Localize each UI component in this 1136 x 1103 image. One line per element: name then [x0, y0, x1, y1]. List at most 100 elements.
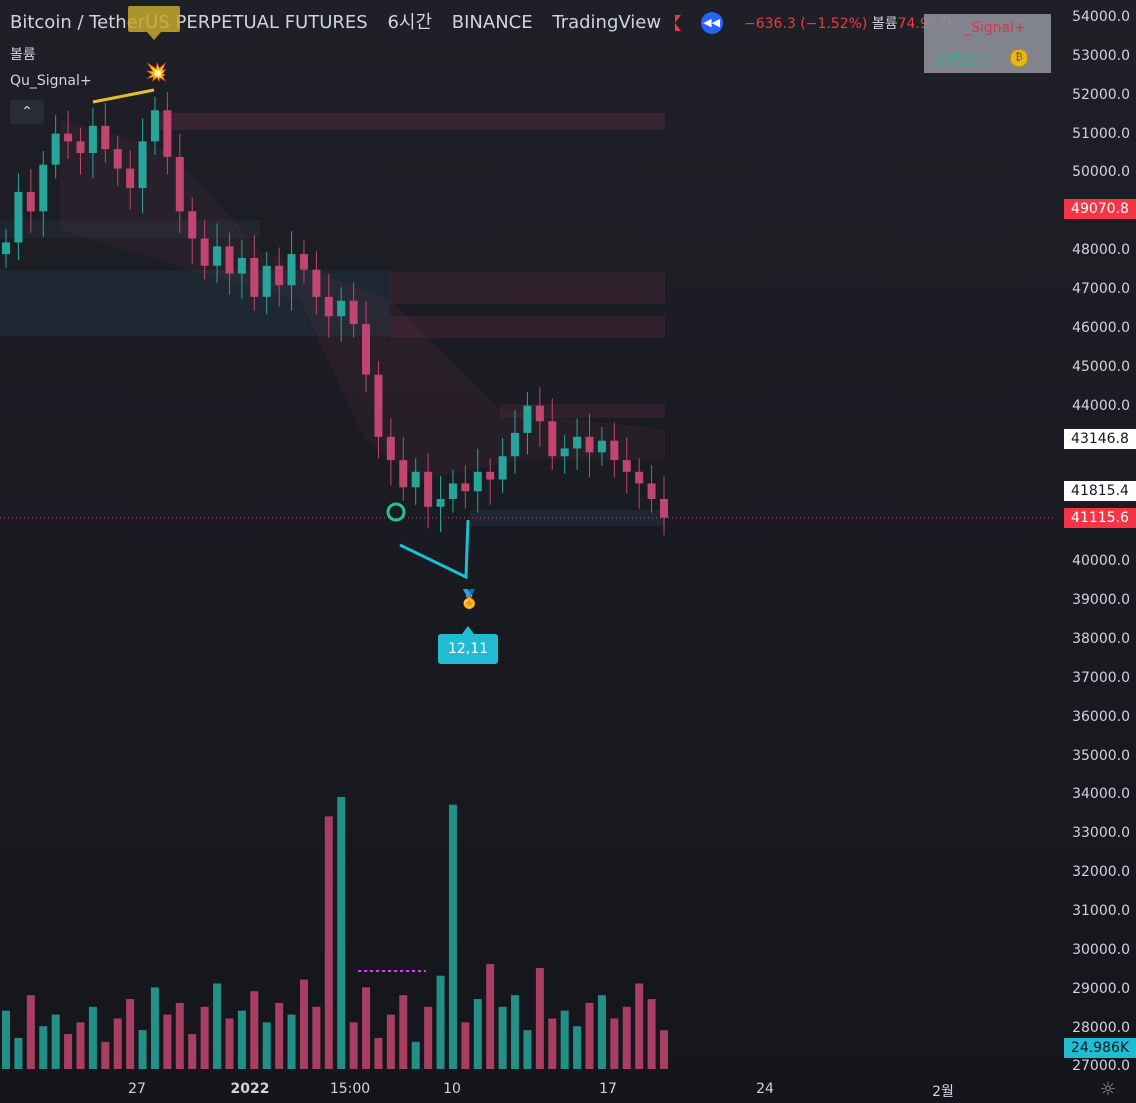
volume-bar [511, 995, 520, 1069]
interval-label[interactable]: 6시간 [387, 12, 433, 33]
circle-marker [386, 502, 406, 522]
price-axis-label: 50000.0 [1072, 164, 1130, 181]
volume-bar [312, 1006, 321, 1069]
settings-gear-icon[interactable]: ☼ [1099, 1079, 1116, 1100]
price-axis-label: 40000.0 [1072, 553, 1130, 570]
volume-bar [386, 1014, 395, 1069]
candle-body [349, 300, 358, 325]
candle-body [175, 156, 184, 212]
top-signal-tag [128, 6, 180, 40]
candle-body [523, 405, 532, 433]
price-axis-label: 27000.0 [1072, 1058, 1130, 1075]
candle-body [635, 471, 644, 484]
candle-body [262, 265, 271, 297]
candle-body [299, 254, 308, 270]
time-axis-label: 17 [599, 1081, 617, 1097]
candle-body [448, 483, 457, 499]
candle-body [26, 191, 35, 212]
signal-panel: _Signal+ 코인모드 ₿ [924, 14, 1051, 73]
volume-bar [225, 1018, 234, 1069]
volume-bar [138, 1030, 147, 1069]
price-axis-label: 32000.0 [1072, 864, 1130, 881]
volume-bar [88, 1006, 97, 1069]
source-label: TradingView [552, 12, 662, 33]
candle-body [88, 125, 97, 154]
volume-bar [660, 1030, 668, 1069]
exchange-label: BINANCE [451, 12, 533, 33]
supply-zone [390, 272, 665, 304]
price-axis-label: 38000.0 [1072, 630, 1130, 647]
symbol-title[interactable]: Bitcoin / TetherUS PERPETUAL FUTURES [10, 12, 368, 33]
volume-bar [126, 999, 135, 1069]
candle-body [225, 246, 234, 274]
volume-bar [250, 991, 259, 1069]
flag-icon[interactable] [674, 15, 681, 31]
candle-body [610, 440, 619, 461]
candle-body [548, 421, 557, 457]
volume-bar [14, 1037, 23, 1069]
candle-body [461, 483, 470, 492]
price-tag: 41815.4 [1064, 480, 1136, 501]
volume-bar [113, 1018, 122, 1069]
price-chart-canvas[interactable]: 💥🏅 [0, 0, 1056, 1080]
price-axis-label: 45000.0 [1072, 358, 1130, 375]
volume-bar [150, 987, 159, 1069]
volume-bar [610, 1018, 619, 1069]
volume-bar [535, 967, 544, 1069]
volume-bar [573, 1026, 582, 1069]
volume-bar [163, 1014, 172, 1069]
volume-bar [498, 1006, 507, 1069]
volume-bar [262, 1022, 271, 1069]
volume-bar [39, 1026, 48, 1069]
candle-body [275, 265, 284, 286]
price-axis-label: 36000.0 [1072, 708, 1130, 725]
price-axis[interactable]: 54000.0 53000.0 52000.0 51000.0 50000.0 49070… [1056, 0, 1136, 1103]
volume-bar [237, 1010, 246, 1069]
indicator-title[interactable]: Qu_Signal+ [10, 73, 92, 89]
candle-body [362, 324, 371, 375]
volume-bar [424, 1006, 433, 1069]
volume-pane-title[interactable]: 볼륨 [10, 47, 36, 63]
price-tag: 49070.8 [1064, 198, 1136, 219]
ribbon-cloud [60, 120, 665, 480]
candle-body [101, 125, 110, 150]
time-axis-label: 27 [128, 1081, 146, 1097]
volume-bar [200, 1006, 209, 1069]
volume-bar [188, 1034, 197, 1069]
volume-bar [337, 796, 346, 1069]
volume-bar [374, 1037, 383, 1069]
time-axis-label: 2022 [230, 1081, 270, 1097]
candle-body [399, 460, 408, 488]
price-axis-label: 33000.0 [1072, 825, 1130, 842]
rewind-icon[interactable]: ◀◀ [700, 12, 723, 34]
candle-body [498, 456, 507, 480]
supply-zone [160, 113, 665, 130]
price-axis-label: 34000.0 [1072, 786, 1130, 803]
candle-body [585, 436, 594, 453]
volume-bar [64, 1034, 73, 1069]
volume-bar [448, 804, 457, 1069]
candle-body [386, 436, 395, 461]
candle-body [647, 483, 656, 499]
coin-mode-label: 코인모드 [932, 50, 991, 69]
price-axis-label: 31000.0 [1072, 903, 1130, 919]
price-axis-label: 54000.0 [1072, 9, 1130, 25]
candle-body [113, 149, 122, 169]
price-axis-label: 39000.0 [1072, 592, 1130, 609]
candle-body [374, 374, 383, 437]
price-axis-label: 53000.0 [1072, 47, 1130, 64]
price-tag: 41115.6 [1064, 507, 1136, 528]
price-axis-label: 51000.0 [1072, 125, 1130, 142]
candle-body [64, 133, 73, 142]
candle-body [597, 440, 606, 453]
price-axis-label: 28000.0 [1072, 1019, 1130, 1036]
candle-body [337, 300, 346, 317]
time-axis-label: 15:00 [329, 1081, 371, 1097]
volume-bar [523, 1030, 532, 1069]
candle-body [237, 257, 246, 274]
candle-body [424, 471, 433, 507]
candle-body [39, 164, 48, 212]
candle-body [76, 141, 85, 154]
volume-bar [486, 964, 495, 1069]
collapse-button[interactable]: ⌃ [10, 100, 44, 124]
